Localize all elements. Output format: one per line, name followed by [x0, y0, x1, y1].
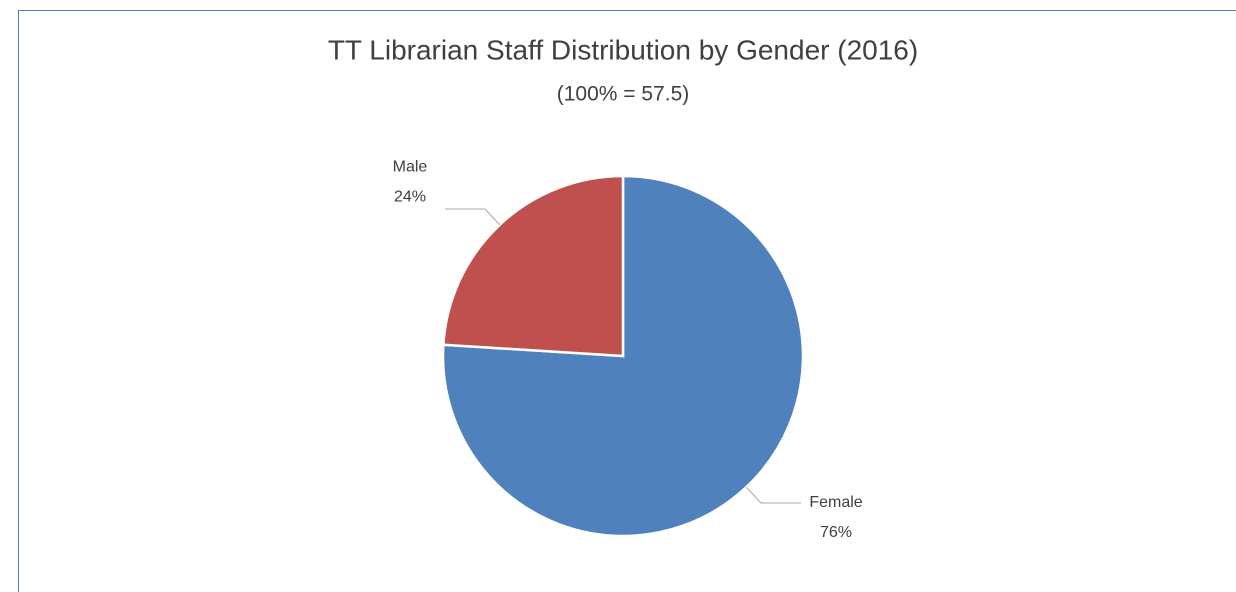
chart-title: TT Librarian Staff Distribution by Gende…: [328, 34, 918, 65]
data-label-value: 76%: [820, 524, 852, 541]
leader-line: [444, 208, 501, 226]
data-label-category: Female: [809, 494, 862, 511]
pie-slice: [442, 174, 625, 358]
data-label-category: Male: [393, 158, 428, 175]
pie-slice: [441, 174, 805, 538]
data-label-value: 24%: [394, 188, 426, 205]
chart-subtitle: (100% = 57.5): [557, 83, 690, 106]
leader-line: [745, 486, 802, 504]
